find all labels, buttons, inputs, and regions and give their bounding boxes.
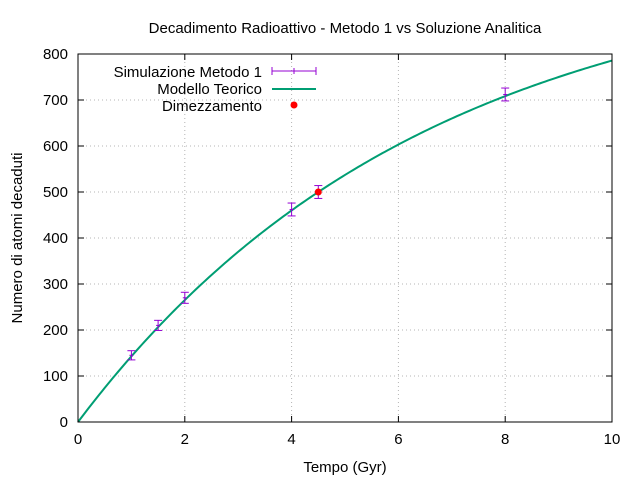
x-tick-label: 2 <box>181 431 189 448</box>
y-tick-label: 500 <box>43 184 68 201</box>
legend: Simulazione Metodo 1 Modello Teorico Dim… <box>114 64 317 115</box>
dimezzamento-point <box>314 188 322 196</box>
y-tick-label: 100 <box>43 368 68 385</box>
series-modello-teorico-line <box>77 59 613 423</box>
x-tick-label: 6 <box>394 431 402 448</box>
legend-label-simulazione: Simulazione Metodo 1 <box>114 64 262 81</box>
errorbar-point <box>154 319 163 331</box>
y-tick-label: 200 <box>43 322 68 339</box>
errorbar-point <box>287 202 296 217</box>
x-tick-label: 8 <box>501 431 509 448</box>
plot-frame <box>77 53 613 423</box>
y-tick-label: 700 <box>43 92 68 109</box>
errorbar-point <box>501 87 510 102</box>
x-axis-label: Tempo (Gyr) <box>303 459 386 476</box>
legend-label-dimezzamento: Dimezzamento <box>162 98 262 115</box>
errorbar-point <box>127 350 136 361</box>
legend-label-modello: Modello Teorico <box>157 81 262 98</box>
legend-swatch-dimezzamento <box>290 101 298 109</box>
y-tick-label: 400 <box>43 230 68 247</box>
tick-labels: 0 100 200 300 400 500 600 700 800 0 2 4 6 8 10 <box>43 46 620 448</box>
y-tick-label: 0 <box>60 414 68 431</box>
x-tick-label: 4 <box>287 431 295 448</box>
y-tick-label: 300 <box>43 276 68 293</box>
errorbar-point <box>180 291 189 304</box>
y-tick-label: 600 <box>43 138 68 155</box>
legend-swatch-simulazione <box>271 67 317 75</box>
grid <box>78 54 612 422</box>
x-tick-label: 0 <box>74 431 82 448</box>
chart-title: Decadimento Radioattivo - Metodo 1 vs So… <box>149 20 542 37</box>
x-tick-label: 10 <box>604 431 621 448</box>
plot-area <box>77 59 613 423</box>
y-tick-label: 800 <box>43 46 68 63</box>
y-axis-label: Numero di atomi decaduti <box>9 153 26 324</box>
